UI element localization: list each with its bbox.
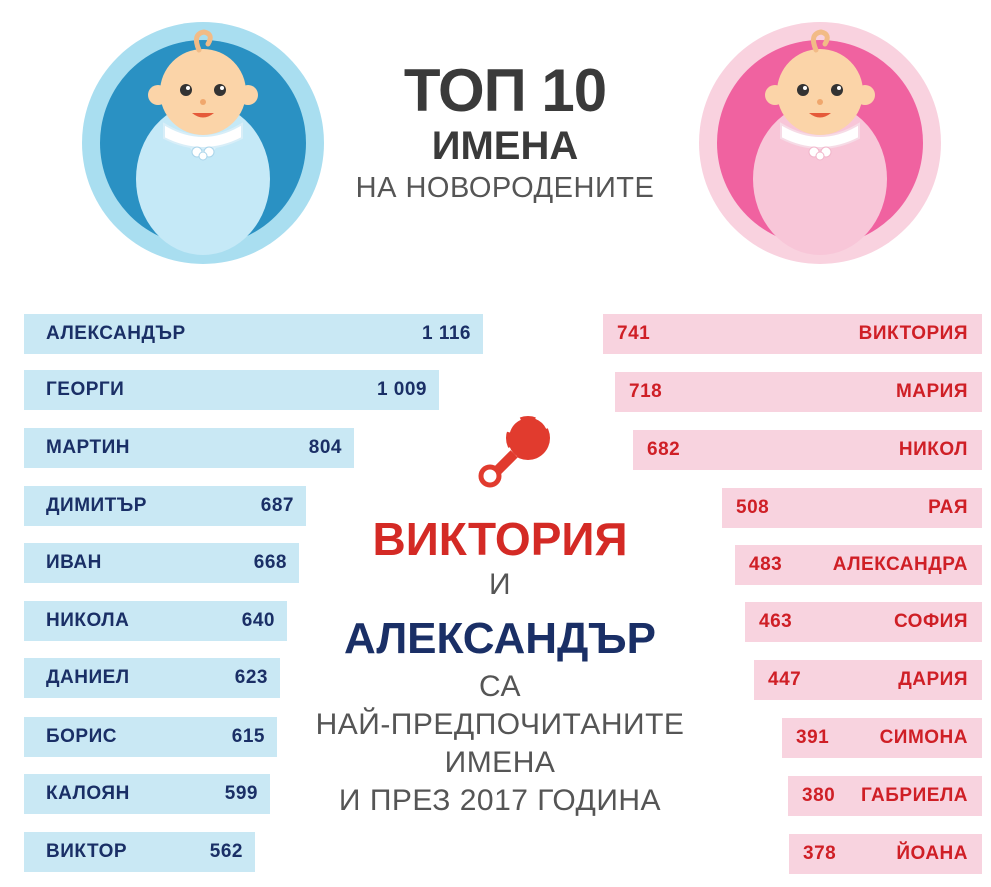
boy-bar-value: 668: [253, 552, 287, 573]
boy-bar-value: 687: [260, 495, 294, 516]
baby-girl-icon: [699, 22, 941, 264]
girl-bar-value: 682: [647, 439, 681, 460]
girl-bar-value: 463: [759, 611, 793, 632]
girl-bar: 391 СИМОНА: [782, 718, 982, 758]
girl-bar: 463 СОФИЯ: [745, 602, 982, 642]
boy-bar-name: НИКОЛА: [46, 610, 130, 631]
boy-bar: НИКОЛА 640: [24, 601, 287, 641]
girl-bar: 682 НИКОЛ: [633, 430, 982, 470]
boy-bar-name: ИВАН: [46, 552, 102, 573]
girl-bar-value: 483: [749, 554, 783, 575]
girl-bar-value: 741: [617, 323, 651, 344]
girl-bar-name: ЙОАНА: [896, 843, 968, 864]
boy-bar: МАРТИН 804: [24, 428, 354, 468]
boy-bar-value: 1 009: [376, 379, 427, 400]
center-line4: И ПРЕЗ 2017 ГОДИНА: [338, 784, 662, 817]
boy-bar-name: АЛЕКСАНДЪР: [46, 323, 186, 344]
boy-bar: КАЛОЯН 599: [24, 774, 270, 814]
baby-boy-icon: [82, 22, 324, 264]
boy-bar: ГЕОРГИ 1 009: [24, 370, 439, 410]
boy-bar: АЛЕКСАНДЪР 1 116: [24, 314, 483, 354]
rattle-icon: [478, 415, 550, 488]
center-girl-name: ВИКТОРИЯ: [372, 513, 628, 565]
center-line3: ИМЕНА: [444, 746, 556, 779]
girl-bar-value: 380: [802, 785, 836, 806]
boy-bar-name: МАРТИН: [46, 437, 130, 458]
girl-bar-name: ДАРИЯ: [898, 669, 968, 690]
girl-bar-name: ВИКТОРИЯ: [858, 323, 968, 344]
girl-bar-value: 378: [803, 843, 837, 864]
girl-bar-value: 447: [768, 669, 802, 690]
girl-bar: 718 МАРИЯ: [615, 372, 982, 412]
girl-bar-name: АЛЕКСАНДРА: [832, 554, 968, 575]
girl-bar-name: СОФИЯ: [893, 611, 968, 632]
center-line2: НАЙ-ПРЕДПОЧИТАНИТЕ: [315, 708, 685, 741]
center-line1: СА: [478, 670, 521, 703]
boy-bar-name: БОРИС: [46, 726, 117, 747]
boy-bar-value: 615: [231, 726, 265, 747]
girl-bar-name: МАРИЯ: [895, 381, 968, 402]
girl-bar: 508 РАЯ: [722, 488, 982, 528]
boy-bar: ИВАН 668: [24, 543, 299, 583]
center-boy-name: АЛЕКСАНДЪР: [344, 614, 656, 663]
boy-bar-value: 640: [241, 610, 275, 631]
girl-bar: 483 АЛЕКСАНДРА: [735, 545, 982, 585]
title-top10: ТОП 10: [403, 57, 607, 124]
girl-bar: 380 ГАБРИЕЛА: [788, 776, 982, 816]
girl-bar: 447 ДАРИЯ: [754, 660, 982, 700]
girl-bar: 741 ВИКТОРИЯ: [603, 314, 982, 354]
boy-bar-value: 623: [234, 667, 268, 688]
girl-bar-value: 508: [736, 497, 770, 518]
boy-bar-name: ВИКТОР: [46, 841, 128, 862]
boy-bar-value: 804: [308, 437, 342, 458]
boy-bar-value: 562: [209, 841, 243, 862]
girl-bar-name: СИМОНА: [879, 727, 968, 748]
boy-bar-name: ДАНИЕЛ: [46, 667, 130, 688]
girl-bar-name: ГАБРИЕЛА: [860, 785, 968, 806]
girl-bar-name: РАЯ: [928, 497, 968, 518]
girl-bar-value: 391: [796, 727, 830, 748]
boy-bar-name: ДИМИТЪР: [46, 495, 147, 516]
title-names: ИМЕНА: [431, 124, 579, 168]
center-and: И: [488, 568, 512, 601]
girl-bar-name: НИКОЛ: [898, 439, 968, 460]
boy-bar: ДАНИЕЛ 623: [24, 658, 280, 698]
girl-bar: 378 ЙОАНА: [789, 834, 982, 874]
boy-bar: ДИМИТЪР 687: [24, 486, 306, 526]
boy-bar-name: ГЕОРГИ: [46, 379, 125, 400]
title-newborns: НА НОВОРОДЕНИТЕ: [355, 172, 655, 204]
boy-bar-name: КАЛОЯН: [46, 783, 130, 804]
boy-bar: БОРИС 615: [24, 717, 277, 757]
boy-bar-value: 1 116: [422, 323, 471, 344]
boy-bar-value: 599: [224, 783, 258, 804]
girl-bar-value: 718: [629, 381, 663, 402]
boy-bar: ВИКТОР 562: [24, 832, 255, 872]
